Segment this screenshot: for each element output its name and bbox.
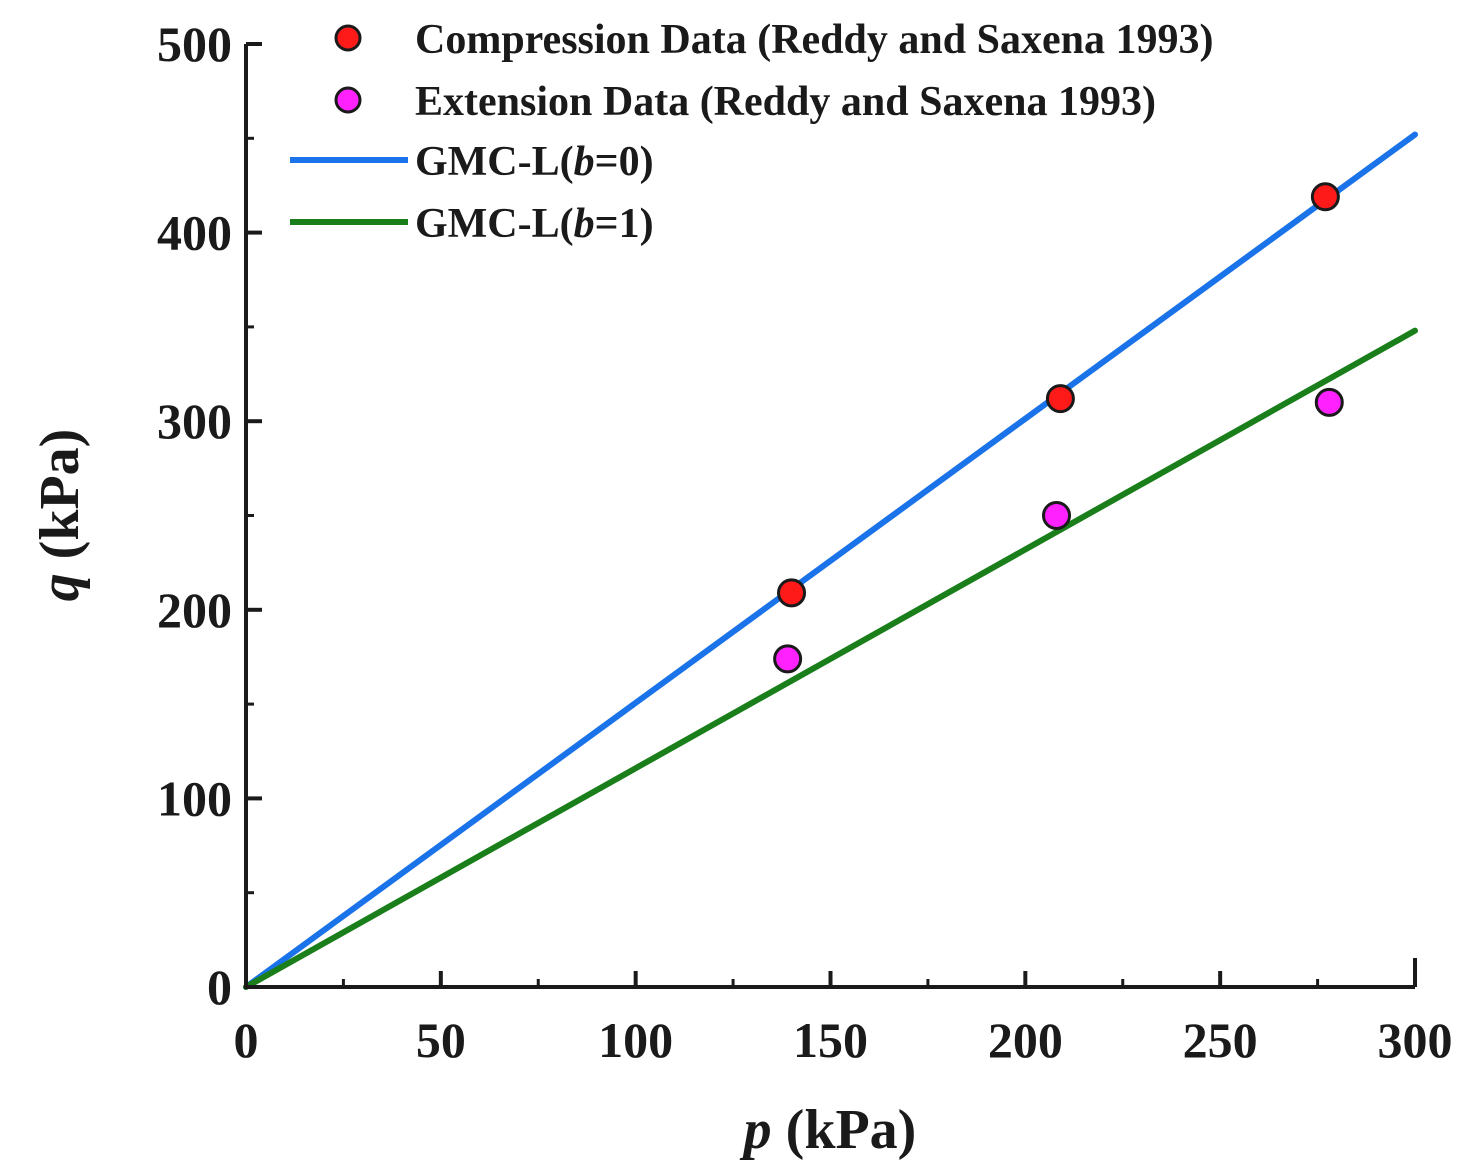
legend-item-extension: Extension Data (Reddy and Saxena 1993) [334,79,1156,125]
y-tick-label: 300 [157,393,232,449]
extension-point [1314,387,1344,417]
compression-point [777,578,807,608]
ticks [244,42,1417,989]
x-tick-label: 200 [988,1012,1063,1068]
x-tick-label: 50 [416,1012,466,1068]
y-tick-label: 200 [157,582,232,638]
compression-point [1045,384,1075,414]
data-points [773,182,1344,674]
legend-item-compression: Compression Data (Reddy and Saxena 1993) [334,17,1213,63]
x-axis-title: p (kPa) [740,1099,917,1161]
tick-labels: 0 50 100 150 200 250 300 0 100 200 300 400 500 [157,16,1453,1068]
extension-point [1042,501,1072,530]
y-tick-label: 500 [157,16,232,72]
y-tick-label: 0 [207,959,232,1015]
x-tick-label: 300 [1378,1012,1453,1068]
extension-point [773,644,803,674]
legend-item-gmc-b0: GMC-L(b=0) [290,139,654,185]
x-tick-label: 100 [598,1012,673,1068]
x-tick-label: 0 [234,1012,259,1068]
legend-item-gmc-b1: GMC-L(b=1) [290,201,654,247]
legend-label-gmc-b1: GMC-L(b=1) [415,201,654,247]
legend-label-compression: Compression Data (Reddy and Saxena 1993) [415,17,1213,63]
y-tick-label: 400 [157,205,232,261]
legend-marker-extension [334,86,362,114]
y-axis-title: q (kPa) [29,429,91,602]
y-tick-label: 100 [157,770,232,826]
x-tick-label: 250 [1183,1012,1258,1068]
series-line-b0 [243,131,1418,990]
x-tick-label: 150 [793,1012,868,1068]
series-lines [243,131,1418,990]
compression-point [1310,182,1340,212]
legend-marker-compression [334,24,362,52]
axes [244,44,1417,989]
legend: Compression Data (Reddy and Saxena 1993)… [290,17,1213,247]
legend-label-extension: Extension Data (Reddy and Saxena 1993) [415,79,1156,125]
series-line-b1 [243,327,1418,990]
legend-label-gmc-b0: GMC-L(b=0) [415,139,654,185]
